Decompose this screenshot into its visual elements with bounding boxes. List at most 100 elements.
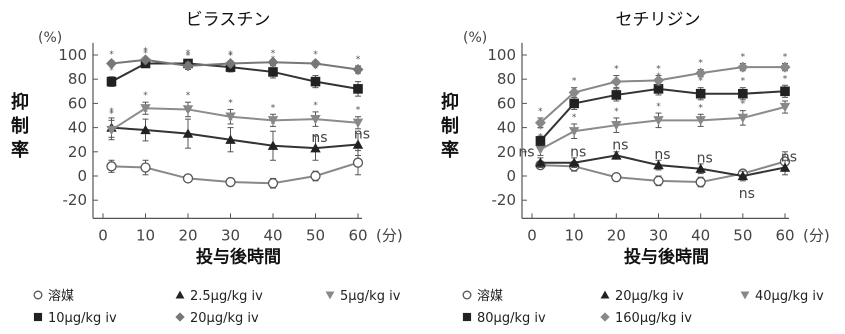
significance-star: *: [143, 46, 148, 56]
significance-star: *: [186, 91, 191, 101]
significance-star: *: [356, 55, 361, 65]
data-point: [695, 176, 706, 188]
significance-star: *: [614, 107, 619, 117]
y-axis-label: 抑制率: [441, 92, 459, 161]
data-point: [462, 290, 472, 300]
data-point: [175, 312, 185, 322]
x-tick-label: 0: [527, 226, 537, 244]
data-point: [182, 105, 194, 115]
data-point: [106, 161, 117, 172]
significance-star: *: [313, 65, 318, 75]
y-tick-label: 20: [68, 143, 87, 161]
significance-star: *: [538, 125, 543, 135]
ns-label: ns: [354, 127, 370, 143]
significance-star: *: [313, 50, 318, 60]
legend-item: 溶媒: [462, 289, 503, 304]
data-point: [225, 134, 236, 144]
legend-item: 160μg/kg iv: [600, 311, 692, 326]
data-point: [267, 56, 279, 68]
data-point: [310, 76, 321, 87]
significance-star: *: [698, 77, 703, 87]
significance-star: *: [698, 59, 703, 69]
data-point: [738, 88, 748, 99]
legend-item: 10μg/kg iv: [33, 311, 117, 326]
ns-label: ns: [518, 145, 534, 161]
data-point: [352, 157, 364, 168]
legend-item: 40μg/kg iv: [740, 289, 824, 304]
legend-item: 20μg/kg iv: [175, 311, 259, 326]
x-unit-label: (分): [803, 226, 830, 244]
data-point: [106, 57, 117, 69]
x-tick-label: 60: [348, 226, 367, 244]
legend-item: 2.5μg/kg iv: [175, 289, 263, 304]
x-tick-label: 50: [733, 226, 752, 244]
x-tick-label: 30: [649, 226, 668, 244]
data-point: [352, 64, 364, 76]
data-point: [33, 290, 43, 300]
significance-star: *: [783, 74, 788, 84]
data-point: [462, 312, 472, 322]
data-point: [268, 67, 278, 77]
chart-title: ビラスチン: [186, 10, 271, 30]
y-tick-label: -20: [492, 191, 517, 209]
data-point: [140, 54, 151, 66]
series-line: [539, 87, 786, 142]
series-circle: [106, 150, 364, 189]
x-unit-label: (分): [376, 226, 403, 244]
y-tick-label: 80: [497, 70, 516, 88]
data-point: [780, 86, 790, 97]
chart-title: セチリジン: [616, 10, 701, 30]
y-axis-label: 抑制率: [11, 92, 29, 161]
series-triangle-down: * * * * * * *: [535, 90, 791, 156]
data-point: [611, 121, 622, 131]
significance-star: *: [698, 103, 703, 113]
data-point: [611, 172, 622, 183]
data-point: [325, 291, 335, 300]
significance-star: *: [228, 98, 233, 108]
data-point: [737, 61, 749, 73]
data-point: [140, 124, 151, 135]
x-tick-label: 40: [691, 226, 710, 244]
series-triangle-down: * * * * * * *: [106, 91, 364, 141]
data-point: [568, 157, 580, 167]
legend-item: 5μg/kg iv: [325, 289, 401, 304]
x-axis-label: 投与後時間: [624, 246, 709, 267]
chart-panel-2: セチリジン -20 0 20 40 60 80 100(%) 抑制率 0 10 20 30 40 50 60 (…: [441, 10, 830, 326]
data-point: [610, 76, 622, 88]
data-point: [737, 113, 749, 124]
y-tick-label: 40: [497, 119, 516, 137]
x-tick-label: 0: [98, 226, 108, 244]
significance-star: *: [656, 102, 661, 112]
significance-star: *: [356, 106, 361, 116]
y-tick-label: 60: [68, 94, 87, 112]
y-tick-label: 0: [77, 167, 87, 185]
data-point: [535, 145, 546, 155]
legend-label: 40μg/kg iv: [755, 289, 824, 304]
x-tick-label: 20: [607, 226, 626, 244]
significance-star: *: [741, 100, 746, 110]
significance-star: *: [143, 49, 148, 59]
y-unit-label: (%): [463, 30, 487, 46]
data-point: [225, 176, 236, 188]
data-point: [140, 104, 151, 114]
data-point: [740, 291, 750, 300]
data-point: [611, 150, 622, 160]
legend-label: 160μg/kg iv: [615, 311, 692, 326]
significance-star: *: [186, 49, 191, 59]
x-axis-label: 投与後時間: [196, 246, 281, 267]
data-point: [569, 98, 579, 109]
y-tick-label: 20: [497, 143, 516, 161]
data-point: [267, 140, 279, 150]
significance-star: *: [572, 113, 577, 123]
legend-item: 80μg/kg iv: [462, 311, 546, 326]
data-point: [175, 290, 185, 299]
y-tick-label: 60: [497, 94, 516, 112]
x-tick-label: 60: [775, 226, 794, 244]
significance-star: *: [313, 101, 318, 111]
data-point: [352, 118, 364, 128]
data-point: [310, 142, 321, 153]
legend-label: 20μg/kg iv: [615, 289, 684, 304]
data-point: [310, 114, 321, 125]
data-point: [779, 61, 791, 73]
